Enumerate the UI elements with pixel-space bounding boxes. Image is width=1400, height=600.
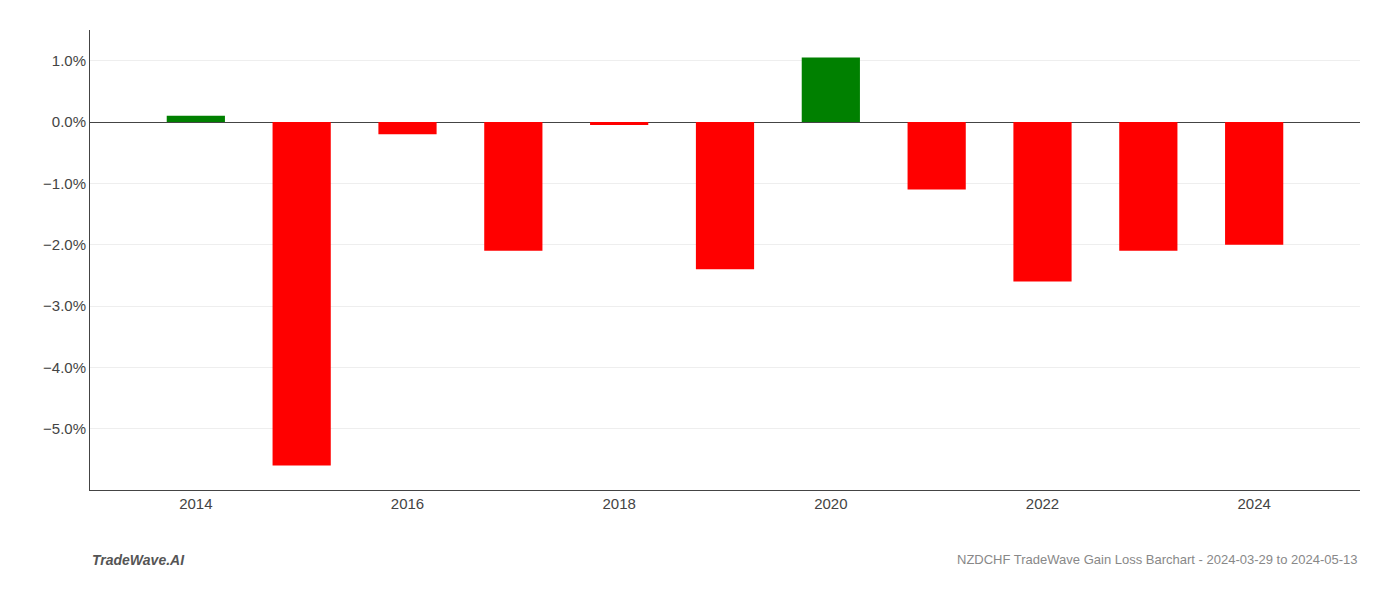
svg-text:2024: 2024 <box>1237 495 1270 512</box>
svg-text:2016: 2016 <box>391 495 424 512</box>
svg-text:TradeWave.AI: TradeWave.AI <box>92 552 185 568</box>
svg-text:−3.0%: −3.0% <box>43 297 86 314</box>
svg-text:NZDCHF TradeWave Gain Loss Bar: NZDCHF TradeWave Gain Loss Barchart - 20… <box>957 552 1358 567</box>
svg-text:−2.0%: −2.0% <box>43 236 86 253</box>
svg-text:2014: 2014 <box>179 495 212 512</box>
svg-text:−5.0%: −5.0% <box>43 420 86 437</box>
svg-text:2020: 2020 <box>814 495 847 512</box>
svg-text:2022: 2022 <box>1026 495 1059 512</box>
svg-text:0.0%: 0.0% <box>52 113 86 130</box>
svg-text:−4.0%: −4.0% <box>43 359 86 376</box>
svg-text:2018: 2018 <box>602 495 635 512</box>
svg-text:−1.0%: −1.0% <box>43 175 86 192</box>
svg-text:1.0%: 1.0% <box>52 52 86 69</box>
